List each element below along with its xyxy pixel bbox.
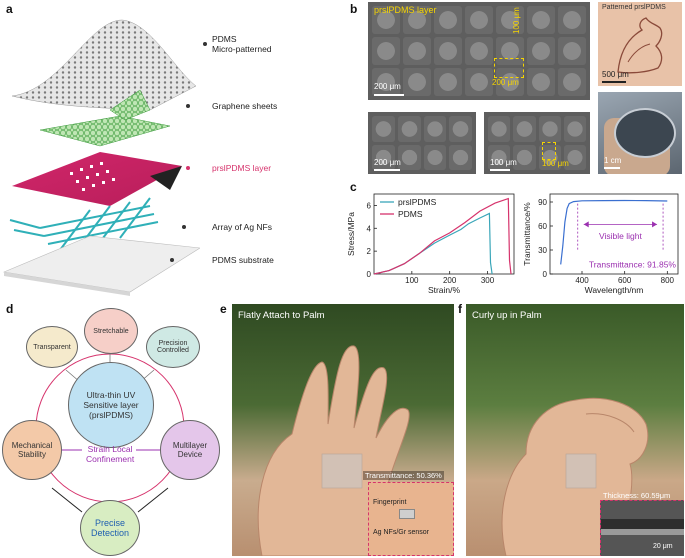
sem-br-scale-text: 100 μm — [490, 158, 517, 167]
x-tick-label: 600 — [618, 276, 632, 285]
sem-main-title: prslPDMS layer — [374, 5, 437, 15]
scale-bar — [374, 169, 400, 171]
photo-curly-up-palm: Curly up in Palm Thickness: 60.59μm 20 μ… — [466, 304, 684, 556]
photo-patterned-prslpdms: Patterned prslPDMS 500 μm — [598, 2, 682, 86]
callout-dot — [186, 166, 190, 170]
pdms-substrate-layer — [2, 235, 200, 293]
photo-bottom-scale-text: 1 cm — [604, 156, 622, 165]
y-tick-label: 60 — [538, 222, 547, 231]
scale-bar — [602, 81, 626, 83]
prslpdms-layer — [12, 152, 182, 206]
panel-f-title: Curly up in Palm — [472, 310, 542, 321]
node-precise-detection: Precise Detection — [80, 500, 140, 556]
photo-device-in-hand: 1 cm — [598, 92, 682, 174]
arrow-head-right — [652, 221, 658, 228]
pdms-micro-patterned-layer — [11, 19, 197, 111]
legend-label: prslPDMS — [398, 197, 437, 207]
y-tick-label: 2 — [367, 247, 372, 256]
sem-br-dim-text: 100 μm — [542, 159, 569, 168]
x-tick-label: 100 — [405, 276, 419, 285]
label-graphene-sheets: Graphene sheets — [212, 101, 278, 111]
node-center-uv-layer: Ultra-thin UV Sensitive layer (prslPDMS) — [68, 362, 154, 448]
horse-pattern-icon — [617, 17, 663, 74]
photo-flat-attach-palm: Flatly Attach to Palm Transmittance: 50.… — [232, 304, 454, 556]
panel-e-label: e — [220, 302, 227, 316]
cross-section-scale-text: 20 μm — [653, 543, 673, 550]
x-tick-label: 400 — [575, 276, 589, 285]
node-mechanical-stability: Mechanical Stability — [2, 420, 62, 480]
x-tick-label: 300 — [481, 276, 495, 285]
node-transparent: Transparent — [26, 326, 78, 368]
panel-d-label: d — [6, 302, 14, 316]
panel-b-label: b — [350, 2, 358, 16]
sem-bl-scale-text: 200 μm — [374, 158, 401, 167]
thickness-text: Thickness: 60.59μm — [603, 491, 671, 500]
scale-bar — [490, 169, 510, 171]
node-multilayer-device: Multilayer Device — [160, 420, 220, 480]
callout-dot — [186, 104, 190, 108]
x-tick-label: 800 — [661, 276, 675, 285]
node-precision-controlled: Precision Controlled — [146, 326, 200, 368]
arrow-head-left — [583, 221, 589, 228]
sensor-text: Ag NFs/Gr sensor — [373, 529, 430, 536]
node-stretchable: Stretchable — [84, 308, 138, 354]
panel-f-label: f — [458, 302, 462, 316]
sem-main-scale-text: 200 μm — [374, 82, 401, 91]
sem-main-dim-horizontal: 200 μm — [492, 78, 519, 87]
graphene-sheets-layer — [39, 115, 171, 147]
sem-image-main: prslPDMS layer 100 μm 200 μm 200 μm — [368, 2, 590, 100]
callout-dot — [170, 258, 174, 262]
fingerprint-text: Fingerprint — [373, 499, 407, 506]
callout-dot — [182, 225, 186, 229]
plot-frame — [373, 193, 515, 275]
sem-image-bottom-right: 100 μm 100 μm — [484, 112, 590, 174]
label-pdms-substrate: PDMS substrate — [212, 255, 274, 265]
panel-c-label: c — [350, 180, 357, 194]
y-axis-label: Transmittance/% — [522, 202, 532, 266]
y-tick-label: 6 — [367, 201, 372, 210]
callout-dot — [203, 42, 207, 46]
x-axis-label: Strain/% — [428, 285, 461, 295]
plot-frame — [549, 193, 679, 275]
photo-top-title: Patterned prslPDMS — [602, 4, 666, 11]
y-tick-label: 30 — [538, 246, 547, 255]
layer-stack-illustration — [2, 19, 200, 296]
sem-image-bottom-left: 200 μm — [368, 112, 476, 174]
photo-top-scale-text: 500 μm — [602, 70, 629, 79]
scale-bar — [374, 94, 404, 96]
y-axis-label: Stress/MPa — [346, 212, 356, 256]
legend-label: PDMS — [398, 209, 423, 219]
visible-light-label: Visible light — [599, 231, 642, 241]
transmittance-text: Transmittance: 50.36% — [363, 471, 444, 480]
panel-e-title: Flatly Attach to Palm — [238, 310, 325, 321]
stress-strain-chart: 100 200 300 0 2 4 6 Strain/% Stress/MPa prslPDMS P… — [340, 186, 520, 301]
scale-bar — [604, 167, 620, 169]
transmittance-annotation: Transmittance: 91.85% — [589, 260, 677, 270]
y-tick-label: 4 — [367, 224, 372, 233]
series-line-pdms — [373, 197, 512, 275]
inset-cross-section: Thickness: 60.59μm 20 μm — [600, 491, 684, 556]
y-tick-label: 0 — [543, 270, 548, 279]
transmittance-chart: 400 600 800 0 30 60 90 Wavelength/nm Transmittan… — [520, 186, 684, 301]
label-ag-nfs-array: Array of Ag NFs — [212, 222, 272, 232]
label-pdms-micro-patterned: PDMS Micro-patterned — [212, 34, 272, 54]
x-tick-label: 200 — [443, 276, 457, 285]
y-tick-label: 90 — [538, 198, 547, 207]
series-line-prslpdms — [373, 212, 493, 275]
inset-fingerprint: Transmittance: 50.36% Fingerprint Ag NFs… — [363, 471, 454, 556]
label-prslpdms-layer: prslPDMS layer — [212, 163, 272, 173]
sem-main-dim-vertical: 100 μm — [512, 7, 521, 34]
panel-a-label: a — [6, 2, 13, 16]
x-axis-label: Wavelength/nm — [585, 285, 644, 295]
y-tick-label: 0 — [367, 270, 372, 279]
series-line-transmittance — [560, 199, 668, 265]
strain-local-confinement-text: Strain Local Confinement — [86, 444, 135, 464]
